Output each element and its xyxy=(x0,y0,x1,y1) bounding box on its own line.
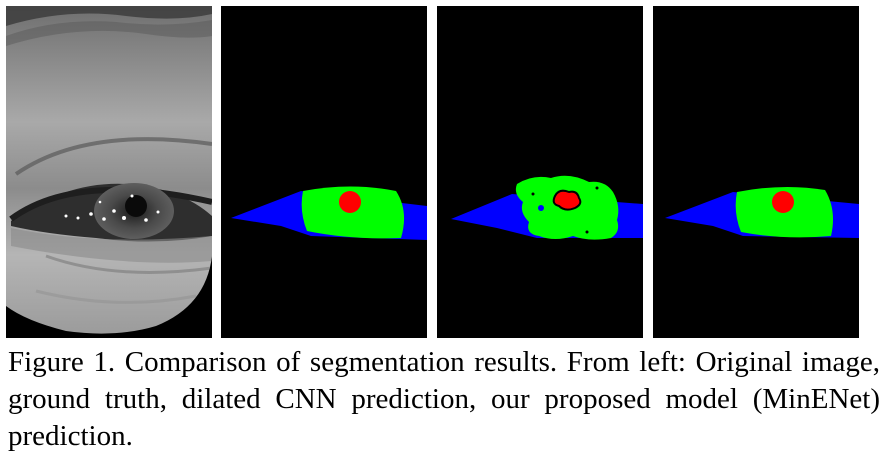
figure-caption: Figure 1. Comparison of segmentation res… xyxy=(8,346,880,452)
original-eye-image xyxy=(6,6,212,338)
original-eye-photo xyxy=(6,6,212,338)
pupil-region xyxy=(552,189,582,211)
dilated-cnn-prediction-mask xyxy=(437,6,643,338)
dilated-cnn-segmentation xyxy=(437,6,643,338)
minenet-prediction-mask xyxy=(653,6,859,338)
pupil-region xyxy=(772,191,794,213)
ground-truth-segmentation xyxy=(221,6,427,338)
ground-truth-mask xyxy=(221,6,427,338)
pupil-region xyxy=(339,191,361,213)
figure-panels xyxy=(6,6,862,338)
minenet-segmentation xyxy=(653,6,859,338)
